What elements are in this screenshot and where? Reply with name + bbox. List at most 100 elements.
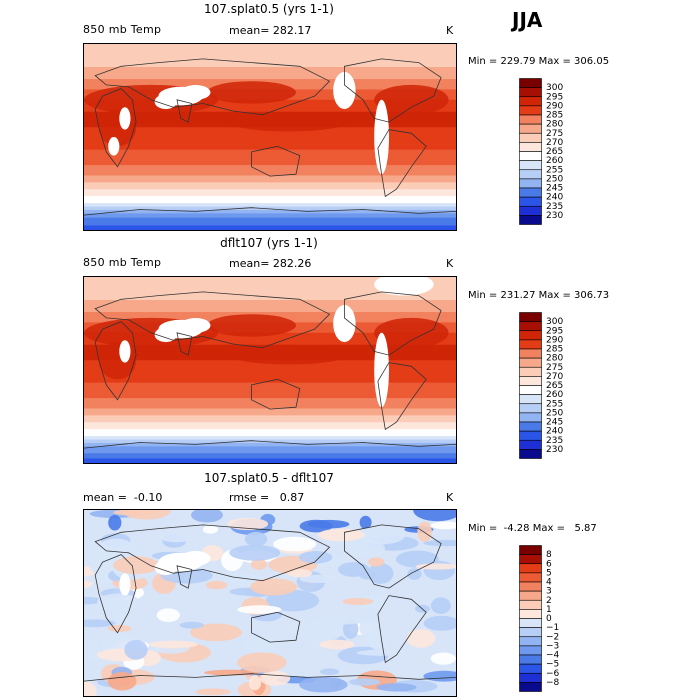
warm-region bbox=[374, 84, 449, 115]
colorbar-box bbox=[519, 187, 542, 198]
coastline-segment bbox=[94, 88, 137, 168]
temperature-band bbox=[84, 416, 456, 419]
colorbar-box bbox=[519, 563, 542, 574]
colorbar-box bbox=[519, 357, 542, 368]
temperature-band bbox=[84, 71, 456, 74]
colorbar-tick-label: 255 bbox=[546, 165, 563, 175]
difference-patch bbox=[298, 551, 333, 564]
temperature-band bbox=[84, 180, 456, 183]
coastline-segment bbox=[377, 362, 427, 431]
colorbar-box bbox=[519, 366, 542, 377]
difference-patch bbox=[395, 550, 439, 568]
temperature-band bbox=[84, 289, 456, 294]
difference-patch bbox=[259, 671, 291, 686]
difference-patch bbox=[415, 563, 456, 570]
colorbar-box bbox=[519, 178, 542, 189]
temperature-band bbox=[84, 66, 456, 69]
temperature-band bbox=[84, 452, 456, 456]
temperature-band bbox=[84, 380, 456, 383]
temperature-band bbox=[84, 423, 456, 426]
temperature-band bbox=[84, 164, 456, 167]
colorbar-tick-label: 295 bbox=[546, 326, 563, 336]
temperature-band bbox=[84, 313, 456, 316]
colorbar-tick-label: 265 bbox=[546, 147, 563, 157]
temperature-band bbox=[84, 342, 456, 345]
colorbar-box bbox=[519, 87, 542, 98]
colorbar-box bbox=[519, 554, 542, 565]
difference-patch bbox=[124, 639, 148, 660]
temperature-band bbox=[84, 339, 456, 342]
temperature-band bbox=[84, 437, 456, 440]
temperature-band bbox=[84, 131, 456, 135]
difference-patch bbox=[84, 681, 97, 696]
temperature-band bbox=[84, 49, 456, 53]
temperature-band bbox=[84, 138, 456, 142]
panel1-title: 107.splat0.5 (yrs 1-1) bbox=[204, 2, 334, 16]
difference-patch bbox=[227, 517, 269, 531]
temperature-band bbox=[84, 306, 456, 309]
colorbar-tick-label: −5 bbox=[546, 660, 559, 670]
temperature-band bbox=[84, 378, 456, 381]
colorbar-tick-label: −8 bbox=[546, 678, 560, 688]
temperature-band bbox=[84, 294, 456, 297]
temperature-band bbox=[84, 46, 456, 50]
temperature-band bbox=[84, 392, 456, 395]
temperature-band bbox=[84, 438, 456, 442]
difference-patch bbox=[423, 615, 456, 631]
temperature-band bbox=[84, 61, 456, 64]
colorbar-box bbox=[519, 339, 542, 350]
temperature-band bbox=[84, 199, 456, 202]
colorbar-tick-label: 235 bbox=[546, 202, 563, 212]
panel1-map-svg bbox=[84, 44, 456, 230]
temperature-band bbox=[84, 399, 456, 402]
warm-region bbox=[206, 314, 296, 337]
temperature-band bbox=[84, 447, 456, 451]
panel1-coastlines bbox=[84, 58, 456, 216]
difference-patch bbox=[430, 652, 456, 665]
temperature-band bbox=[84, 368, 456, 371]
difference-patch bbox=[319, 668, 340, 675]
colorbar-tick-label: 275 bbox=[546, 363, 563, 373]
temperature-band bbox=[84, 68, 456, 71]
colorbar-tick-label: 300 bbox=[546, 317, 563, 327]
difference-patch bbox=[265, 589, 320, 612]
temperature-band bbox=[84, 404, 456, 407]
temperature-band bbox=[84, 302, 456, 306]
difference-patch bbox=[250, 558, 267, 570]
temperature-band bbox=[84, 217, 456, 221]
colorbar-tick-label: 270 bbox=[546, 138, 563, 148]
panel2-minmax-label: Min = 231.27 Max = 306.73 bbox=[468, 290, 610, 301]
temperature-band bbox=[84, 195, 456, 198]
difference-patch bbox=[244, 531, 268, 547]
missing-data-patch bbox=[119, 573, 131, 596]
temperature-band bbox=[84, 401, 456, 404]
colorbar-tick-label: 275 bbox=[546, 129, 563, 139]
temperature-band bbox=[84, 395, 456, 399]
colorbar-box bbox=[519, 581, 542, 592]
temperature-band bbox=[84, 299, 456, 302]
colorbar-box bbox=[519, 572, 542, 583]
colorbar-box bbox=[519, 449, 542, 459]
colorbar-box bbox=[519, 160, 542, 171]
temperature-band bbox=[84, 140, 456, 143]
colorbar-box bbox=[519, 215, 542, 225]
panel2-title: dflt107 (yrs 1-1) bbox=[220, 236, 318, 250]
temperature-band bbox=[84, 394, 456, 397]
coastline-segment bbox=[250, 611, 301, 643]
coastline-segment bbox=[84, 673, 456, 682]
temperature-band bbox=[84, 171, 456, 174]
colorbar-tick-label: 3 bbox=[546, 587, 552, 597]
temperature-band bbox=[84, 432, 456, 435]
temperature-band bbox=[84, 450, 456, 454]
coastline-segment bbox=[377, 129, 427, 198]
missing-data-patch bbox=[154, 327, 177, 343]
colorbar-box bbox=[519, 421, 542, 432]
difference-patch bbox=[423, 539, 456, 547]
temperature-band bbox=[84, 373, 456, 376]
difference-patch bbox=[229, 544, 281, 561]
temperature-band bbox=[84, 193, 456, 197]
colorbar-tick-label: 230 bbox=[546, 445, 563, 455]
difference-patch bbox=[289, 624, 310, 634]
temperature-band bbox=[84, 311, 456, 314]
